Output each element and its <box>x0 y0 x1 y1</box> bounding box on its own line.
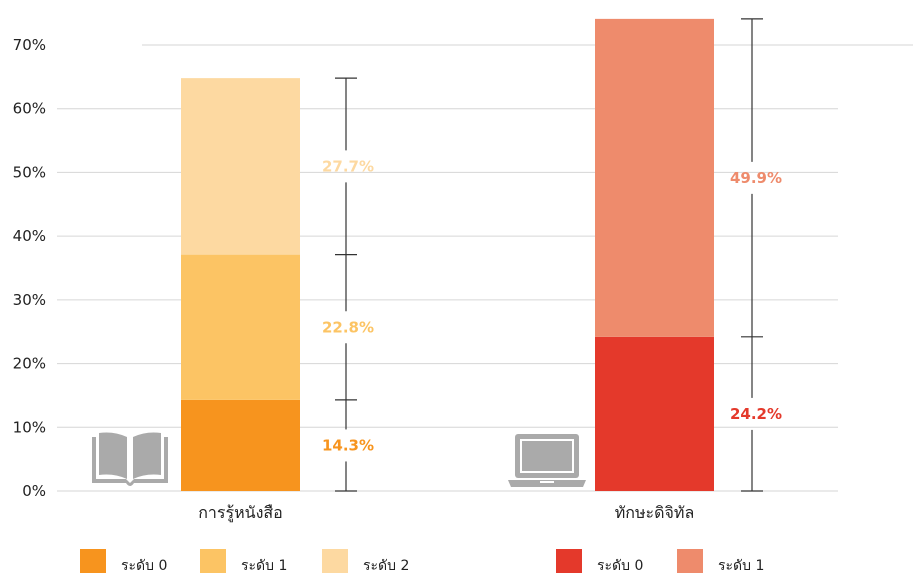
open-book-icon <box>92 432 168 486</box>
y-tick-label: 20% <box>13 355 46 373</box>
value-label: 22.8% <box>322 318 374 336</box>
bar-segment <box>181 254 300 400</box>
legend-label: ระดับ 0 <box>597 558 643 573</box>
category-icons <box>92 432 586 487</box>
y-tick-label: 10% <box>13 418 46 436</box>
bars <box>181 18 714 491</box>
value-label: 49.9% <box>730 169 782 187</box>
legend-label: ระดับ 0 <box>121 558 167 573</box>
category-label: การรู้หนังสือ <box>198 503 283 523</box>
legend-label: ระดับ 1 <box>241 558 287 573</box>
y-axis: 0% 10% 20% 30% 40% 50% 60% 70% <box>13 36 46 500</box>
bar-segment <box>595 336 714 491</box>
legend-swatch <box>200 549 226 575</box>
bar-segment <box>181 78 300 255</box>
legend-swatch <box>677 549 703 575</box>
category-label: ทักษะดิจิทัล <box>615 503 695 522</box>
laptop-icon <box>508 434 586 487</box>
legend-label: ระดับ 2 <box>363 558 409 573</box>
y-tick-label: 0% <box>22 482 46 500</box>
value-label: 27.7% <box>322 157 374 175</box>
legend-swatch <box>80 549 106 575</box>
category-labels: การรู้หนังสือ ทักษะดิจิทัล <box>198 503 694 523</box>
brackets <box>335 18 763 492</box>
y-tick-label: 50% <box>13 163 46 181</box>
value-label: 24.2% <box>730 405 782 423</box>
bar-segment <box>181 399 300 491</box>
y-tick-label: 40% <box>13 227 46 245</box>
y-tick-label: 30% <box>13 291 46 309</box>
y-tick-label: 70% <box>13 36 46 54</box>
legend-label: ระดับ 1 <box>718 558 764 573</box>
value-labels: 14.3% 22.8% 27.7% 24.2% 49.9% <box>322 157 782 454</box>
legend-swatch <box>556 549 582 575</box>
bar-segment <box>595 18 714 337</box>
legend-swatch <box>322 549 348 575</box>
value-label: 14.3% <box>322 436 374 454</box>
legend: ระดับ 0 ระดับ 1 ระดับ 2 ระดับ 0 ระดับ 1 <box>80 549 764 575</box>
y-tick-label: 60% <box>13 100 46 118</box>
